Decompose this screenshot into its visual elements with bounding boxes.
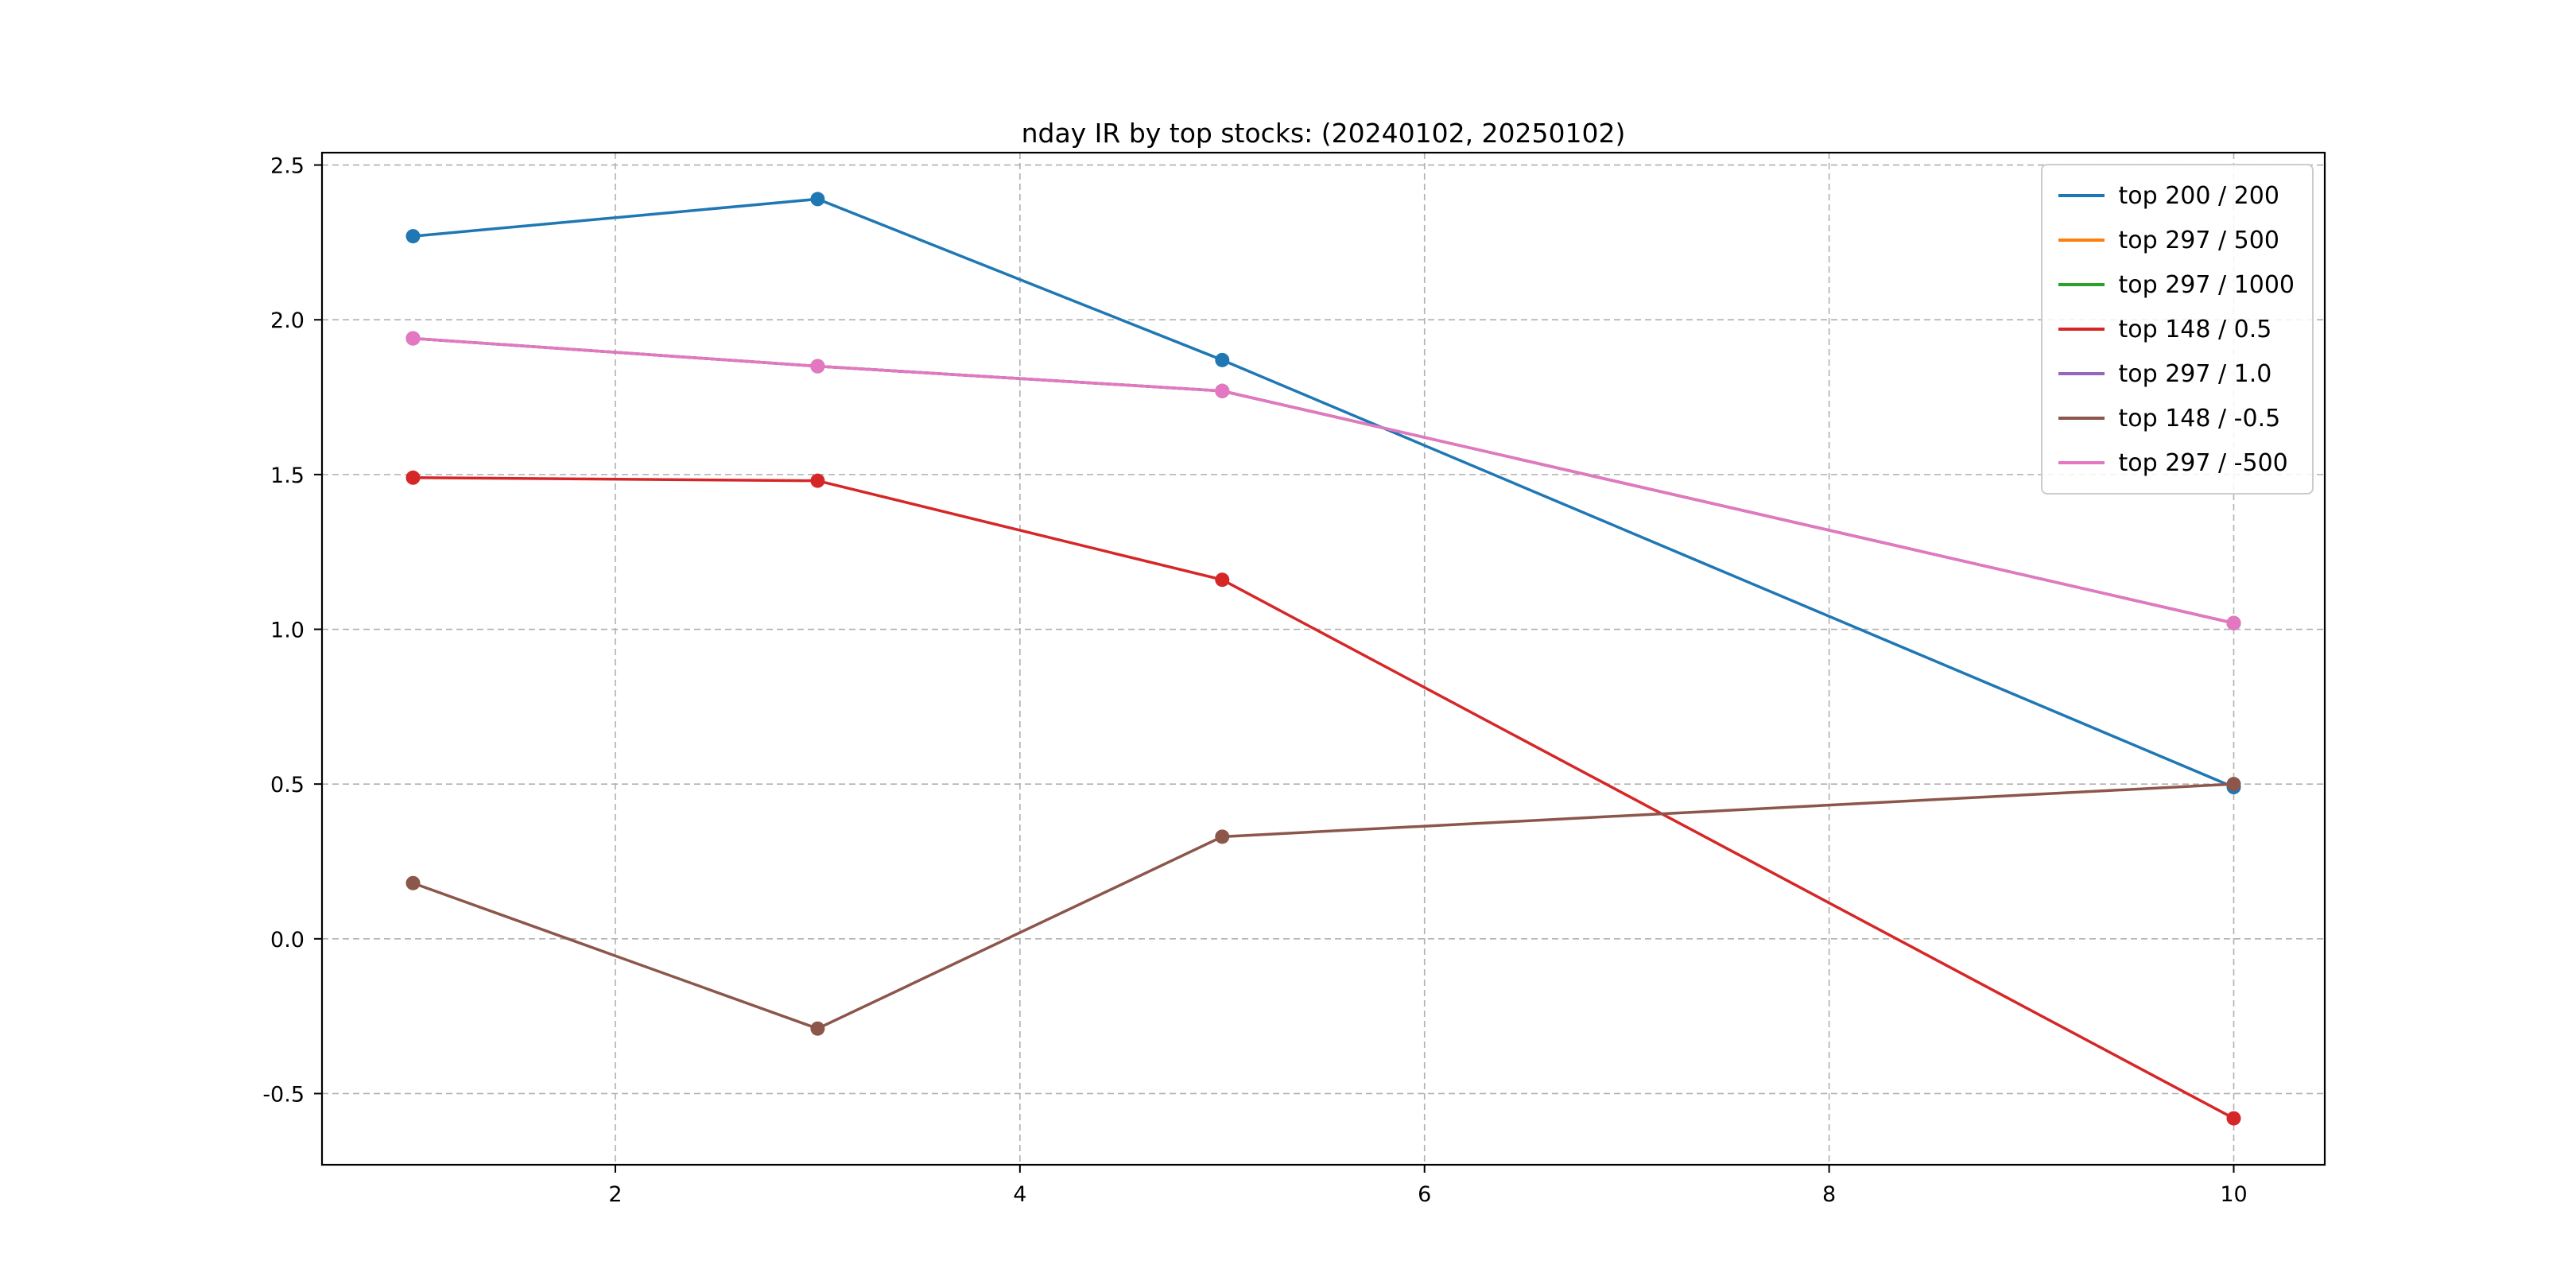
x-tick-label: 2	[608, 1182, 622, 1207]
legend-label: top 297 / -500	[2118, 448, 2288, 477]
legend-line-sample	[2058, 461, 2105, 464]
legend-line-sample	[2058, 417, 2105, 420]
series-line	[411, 336, 2236, 625]
series-line	[411, 476, 2236, 1120]
y-tick-label: 0.5	[270, 773, 305, 797]
legend-line-sample	[2058, 239, 2105, 242]
x-tick-label: 10	[2220, 1182, 2247, 1207]
legend-label: top 148 / 0.5	[2118, 315, 2272, 343]
data-point-marker	[1215, 352, 1230, 367]
y-tick-label: 1.5	[270, 464, 305, 488]
data-point-marker	[810, 473, 825, 488]
data-point-marker	[810, 192, 825, 207]
legend: top 200 / 200 top 297 / 500 top 297 / 1000…	[2040, 164, 2314, 495]
data-point-marker	[2226, 1111, 2241, 1126]
plot-frame	[320, 151, 2326, 1166]
chart-title: nday IR by top stocks: (20240102, 202501…	[1021, 118, 1626, 149]
legend-item: top 297 / -500	[2058, 440, 2295, 485]
y-tick-label: 2.0	[270, 308, 305, 333]
data-point-marker	[2226, 777, 2241, 792]
legend-label: top 297 / 1000	[2118, 270, 2295, 299]
legend-label: top 200 / 200	[2118, 181, 2279, 210]
data-point-marker	[405, 229, 421, 244]
legend-label: top 297 / 1.0	[2118, 359, 2272, 388]
data-point-marker	[2226, 615, 2241, 630]
data-point-marker	[405, 470, 421, 485]
series-line	[411, 782, 2236, 1030]
data-point-marker	[405, 331, 421, 346]
y-tick-label: 1.0	[270, 619, 305, 643]
y-tick-label: 0.0	[270, 928, 305, 952]
x-tick-label: 4	[1013, 1182, 1026, 1207]
data-point-marker	[810, 359, 825, 374]
legend-label: top 297 / 500	[2118, 226, 2279, 254]
legend-item: top 297 / 1.0	[2058, 351, 2295, 396]
legend-item: top 200 / 200	[2058, 173, 2295, 218]
data-point-marker	[405, 875, 421, 890]
legend-line-sample	[2058, 372, 2105, 375]
legend-line-sample	[2058, 328, 2105, 331]
y-tick-label: -0.5	[262, 1082, 305, 1107]
data-point-marker	[1215, 572, 1230, 588]
legend-item: top 297 / 500	[2058, 218, 2295, 262]
data-point-marker	[810, 1021, 825, 1036]
x-tick-label: 8	[1822, 1182, 1836, 1207]
legend-line-sample	[2058, 283, 2105, 286]
legend-label: top 148 / -0.5	[2118, 404, 2281, 433]
legend-item: top 148 / 0.5	[2058, 307, 2295, 351]
data-point-marker	[1215, 829, 1230, 844]
legend-item: top 297 / 1000	[2058, 262, 2295, 307]
x-tick-label: 6	[1418, 1182, 1431, 1207]
data-point-marker	[1215, 383, 1230, 398]
y-tick-label: 2.5	[270, 154, 305, 179]
series-line	[411, 197, 2236, 789]
legend-line-sample	[2058, 194, 2105, 197]
legend-item: top 148 / -0.5	[2058, 396, 2295, 440]
